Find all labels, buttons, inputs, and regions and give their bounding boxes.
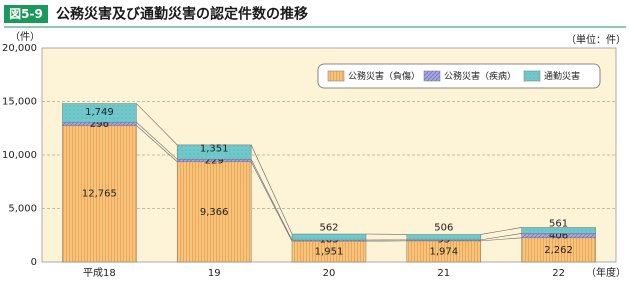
- value-label: 562: [319, 223, 338, 234]
- bar-segment: [291, 233, 367, 241]
- y-tick-label: 5,000: [8, 204, 37, 215]
- legend-swatch: [327, 70, 345, 82]
- value-label: 2,262: [544, 245, 573, 256]
- connector: [136, 122, 178, 160]
- connector: [250, 144, 293, 235]
- value-label: 229: [205, 156, 224, 167]
- value-label: 9,366: [200, 207, 229, 218]
- unit-note: （単位：件）: [566, 33, 626, 46]
- value-label: 561: [549, 219, 568, 230]
- connector: [250, 159, 293, 241]
- bar-segment: [521, 237, 596, 263]
- legend-label: 通勤災害: [544, 70, 580, 82]
- legend-swatch: [523, 70, 541, 82]
- legend-label: 公務災害（負傷）: [348, 70, 420, 82]
- legend-swatch: [423, 70, 441, 82]
- value-label: 1,974: [429, 246, 458, 257]
- value-label: 1,749: [85, 107, 114, 118]
- y-tick-label: 15,000: [2, 97, 37, 108]
- x-tick-label: 22: [552, 268, 565, 279]
- x-tick-label: 19: [208, 268, 221, 279]
- bar-segment: [62, 125, 137, 263]
- y-tick-label: 20,000: [2, 43, 37, 54]
- value-label: 296: [90, 119, 109, 130]
- connector: [136, 103, 178, 146]
- bar-segment: [176, 144, 252, 160]
- value-label: 506: [434, 222, 453, 233]
- x-tick-label: 平成18: [83, 267, 116, 279]
- y-tick-label: 0: [31, 257, 37, 268]
- value-label: 406: [549, 231, 568, 242]
- badge: 図5-9: [9, 7, 43, 21]
- value-label: 1,351: [200, 144, 229, 155]
- bar-segment: [176, 161, 252, 263]
- connector: [136, 125, 178, 163]
- bar-segment: [62, 103, 137, 123]
- bar-segment: [521, 227, 596, 234]
- x-tick-label: 21: [437, 268, 450, 279]
- value-label: 1,951: [315, 247, 344, 258]
- badge-bg: [4, 5, 48, 23]
- legend-box: [317, 63, 601, 89]
- connector: [480, 227, 522, 235]
- x-tick-label: 20: [323, 268, 336, 279]
- bar-segment: [406, 234, 482, 241]
- y-axis-label: （件）: [10, 31, 40, 43]
- value-label: 12,765: [82, 189, 117, 200]
- legend-label: 公務災害（疾病）: [444, 70, 516, 82]
- y-tick-label: 10,000: [2, 150, 37, 161]
- connector: [480, 233, 522, 241]
- x-axis-label: （年度）: [586, 266, 626, 279]
- connector: [480, 237, 522, 242]
- chart-title: 公務災害及び通勤災害の認定件数の推移: [56, 6, 308, 23]
- connector: [250, 161, 293, 242]
